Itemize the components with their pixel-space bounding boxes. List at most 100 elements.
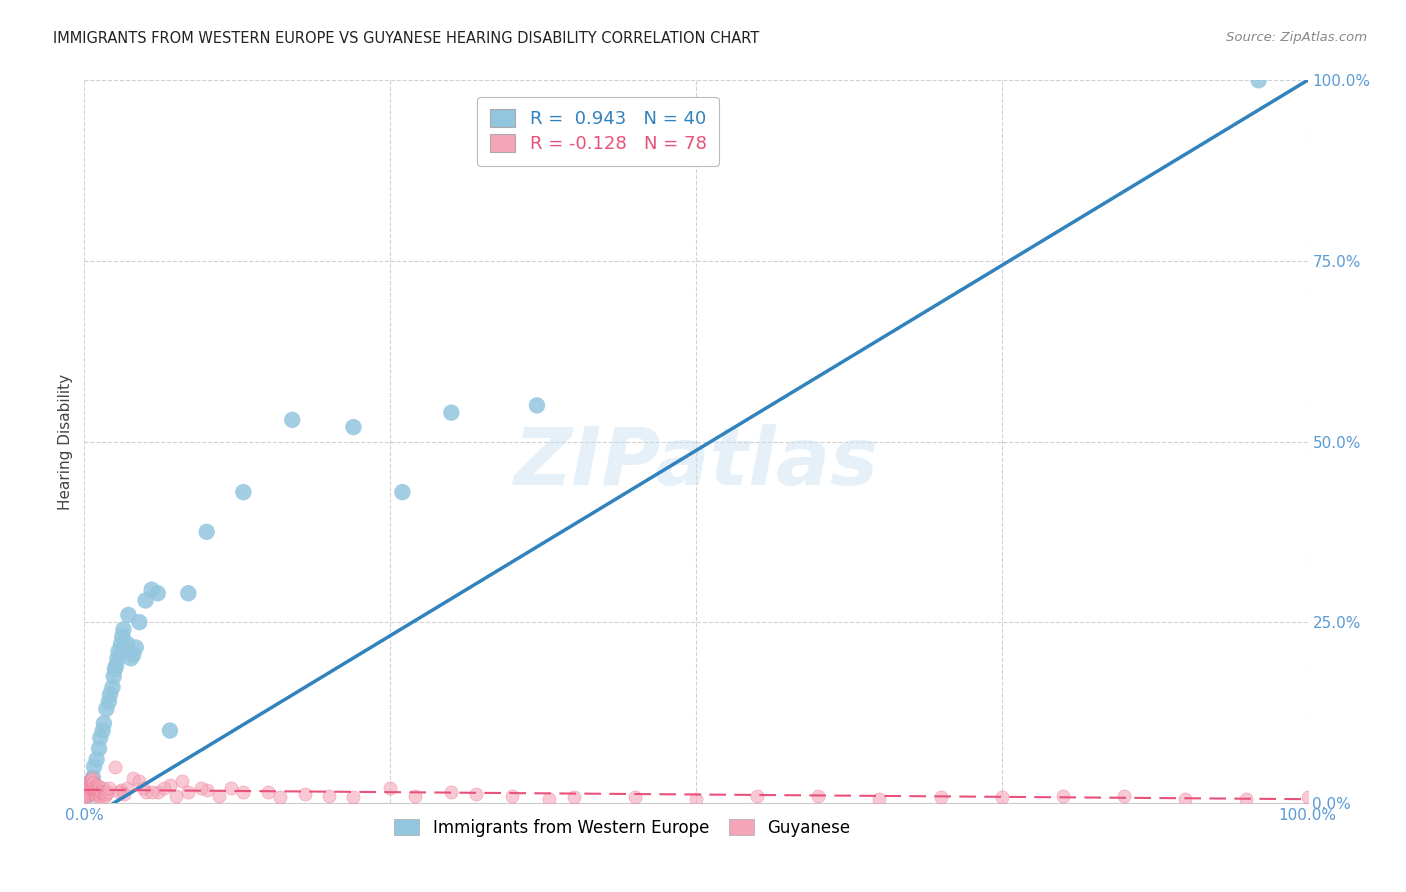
- Point: [89, 789, 111, 803]
- Point: [502, 789, 524, 803]
- Point: [75, 789, 97, 803]
- Point: [1296, 790, 1319, 805]
- Point: [219, 781, 242, 796]
- Point: [77, 780, 100, 794]
- Point: [195, 782, 218, 797]
- Point: [1052, 789, 1074, 803]
- Point: [440, 406, 463, 420]
- Point: [128, 615, 150, 630]
- Point: [380, 781, 402, 796]
- Point: [105, 651, 128, 665]
- Point: [83, 781, 105, 796]
- Point: [869, 792, 891, 806]
- Point: [91, 723, 114, 738]
- Point: [120, 651, 142, 665]
- Point: [135, 593, 157, 607]
- Point: [80, 772, 103, 787]
- Point: [195, 524, 218, 539]
- Point: [135, 785, 157, 799]
- Point: [93, 785, 115, 799]
- Point: [115, 781, 138, 796]
- Point: [76, 785, 98, 799]
- Point: [318, 789, 340, 803]
- Point: [79, 775, 101, 789]
- Point: [146, 586, 169, 600]
- Point: [89, 785, 111, 799]
- Point: [86, 752, 108, 766]
- Point: [464, 787, 486, 801]
- Point: [90, 785, 112, 799]
- Point: [404, 789, 426, 803]
- Point: [440, 785, 463, 799]
- Point: [105, 658, 128, 673]
- Point: [77, 781, 100, 796]
- Point: [98, 687, 121, 701]
- Point: [96, 787, 118, 801]
- Point: [117, 607, 139, 622]
- Point: [89, 731, 111, 745]
- Point: [97, 695, 120, 709]
- Text: IMMIGRANTS FROM WESTERN EUROPE VS GUYANESE HEARING DISABILITY CORRELATION CHART: IMMIGRANTS FROM WESTERN EUROPE VS GUYANE…: [53, 31, 759, 46]
- Point: [84, 782, 107, 797]
- Point: [104, 662, 127, 676]
- Point: [165, 789, 187, 803]
- Point: [208, 789, 231, 803]
- Point: [391, 485, 413, 500]
- Point: [747, 789, 769, 803]
- Point: [86, 778, 108, 792]
- Point: [153, 781, 176, 796]
- Point: [146, 785, 169, 799]
- Point: [87, 782, 110, 797]
- Point: [269, 790, 291, 805]
- Point: [141, 582, 163, 597]
- Point: [93, 716, 115, 731]
- Point: [1247, 73, 1270, 87]
- Point: [177, 586, 200, 600]
- Point: [79, 774, 101, 789]
- Point: [172, 774, 194, 789]
- Point: [112, 623, 135, 637]
- Point: [96, 702, 118, 716]
- Point: [87, 787, 110, 801]
- Point: [141, 785, 163, 799]
- Point: [76, 782, 98, 797]
- Point: [125, 640, 148, 655]
- Point: [1174, 792, 1197, 806]
- Point: [342, 420, 364, 434]
- Point: [232, 485, 254, 500]
- Point: [538, 792, 561, 806]
- Point: [82, 771, 104, 785]
- Point: [91, 781, 114, 796]
- Point: [80, 771, 103, 785]
- Point: [112, 787, 135, 801]
- Point: [111, 630, 134, 644]
- Point: [257, 785, 280, 799]
- Point: [624, 790, 647, 805]
- Point: [75, 787, 97, 801]
- Point: [77, 778, 100, 792]
- Point: [115, 637, 138, 651]
- Point: [128, 774, 150, 789]
- Point: [107, 644, 129, 658]
- Point: [342, 790, 364, 805]
- Point: [97, 785, 120, 799]
- Point: [103, 669, 125, 683]
- Point: [101, 680, 124, 694]
- Point: [281, 413, 304, 427]
- Y-axis label: Hearing Disability: Hearing Disability: [58, 374, 73, 509]
- Point: [991, 790, 1014, 805]
- Point: [79, 781, 101, 796]
- Point: [294, 787, 316, 801]
- Point: [82, 775, 104, 789]
- Point: [73, 790, 96, 805]
- Point: [122, 771, 145, 785]
- Point: [807, 789, 830, 803]
- Point: [562, 790, 585, 805]
- Text: ZIPatlas: ZIPatlas: [513, 425, 879, 502]
- Point: [685, 792, 707, 806]
- Point: [526, 398, 548, 412]
- Point: [87, 780, 110, 794]
- Point: [177, 785, 200, 799]
- Point: [159, 723, 181, 738]
- Point: [82, 781, 104, 796]
